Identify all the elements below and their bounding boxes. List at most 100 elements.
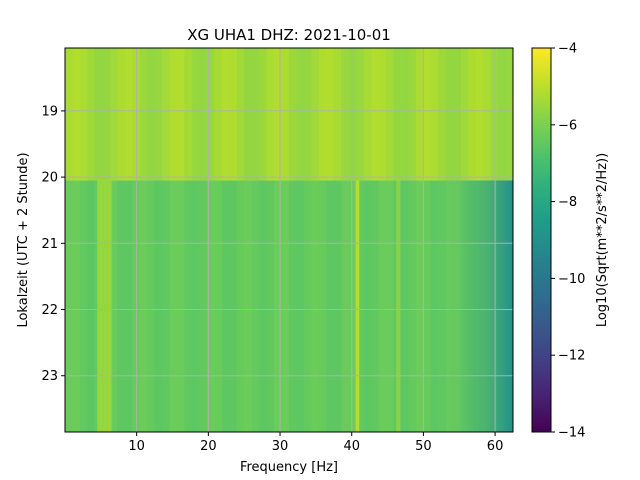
heatmap-cell-1-2 bbox=[79, 180, 88, 432]
heatmap-cell-1-24 bbox=[244, 180, 253, 432]
heatmap-cell-0-24 bbox=[244, 48, 253, 181]
heatmap-cell-0-59 bbox=[505, 48, 513, 181]
heatmap-cell-1-41 bbox=[371, 180, 380, 432]
heatmap-cell-1-14 bbox=[169, 180, 178, 432]
heatmap-cell-0-31 bbox=[296, 48, 305, 181]
x-tick-label-0: 10 bbox=[128, 439, 145, 454]
heatmap-cell-1-16 bbox=[184, 180, 193, 432]
heatmap-cell-1-47 bbox=[415, 180, 424, 432]
heatmap-cell-0-42 bbox=[378, 48, 387, 181]
heatmap-cell-1-18 bbox=[199, 180, 208, 432]
heatmap-cell-0-23 bbox=[236, 48, 245, 181]
heatmap-cell-1-21 bbox=[221, 180, 230, 432]
chart-title: XG UHA1 DHZ: 2021-10-01 bbox=[187, 26, 391, 44]
heatmap-cell-1-10 bbox=[139, 180, 148, 432]
heatmap-cell-0-19 bbox=[206, 48, 215, 181]
heatmap-cell-1-30 bbox=[289, 180, 298, 432]
heatmap-cell-1-40 bbox=[363, 180, 372, 432]
colorbar-tick-label-1: −6 bbox=[558, 118, 577, 133]
heatmap-cell-0-20 bbox=[214, 48, 223, 181]
heatmap-cell-0-26 bbox=[259, 48, 268, 181]
heatmap-cell-0-11 bbox=[147, 48, 156, 181]
heatmap-cell-0-16 bbox=[184, 48, 193, 181]
heatmap-cell-0-6 bbox=[109, 48, 118, 181]
x-tick-label-5: 60 bbox=[487, 439, 504, 454]
x-tick-label-4: 50 bbox=[415, 439, 432, 454]
heatmap-cell-0-15 bbox=[177, 48, 186, 181]
heatmap-cell-1-45 bbox=[401, 180, 410, 432]
heatmap-cell-0-53 bbox=[460, 48, 469, 181]
x-axis-ticks: 10 20 30 40 50 60 bbox=[128, 432, 503, 454]
heatmap-cell-1-22 bbox=[229, 180, 238, 432]
heatmap-cell-0-18 bbox=[199, 48, 208, 181]
heatmap-cell-0-3 bbox=[87, 48, 96, 181]
heatmap-cell-1-34 bbox=[318, 180, 327, 432]
heatmap-cell-0-21 bbox=[221, 48, 230, 181]
heatmap-cell-1-35 bbox=[326, 180, 335, 432]
heatmap-cell-0-13 bbox=[162, 48, 171, 181]
heatmap-cell-1-43 bbox=[386, 180, 395, 432]
x-tick-label-2: 30 bbox=[272, 439, 289, 454]
heatmap-cell-1-38 bbox=[348, 180, 357, 432]
heatmap-cell-1-8 bbox=[124, 180, 133, 432]
heatmap-cell-1-27 bbox=[266, 180, 275, 432]
y-tick-label-2: 21 bbox=[41, 237, 58, 252]
spectral-line-0 bbox=[97, 180, 112, 432]
heatmap-cell-1-1 bbox=[72, 180, 81, 432]
heatmap-cell-0-2 bbox=[79, 48, 88, 181]
heatmap-cell-1-46 bbox=[408, 180, 417, 432]
heatmap-cell-1-13 bbox=[162, 180, 171, 432]
heatmap-cell-0-52 bbox=[453, 48, 462, 181]
heatmap-cell-1-37 bbox=[341, 180, 350, 432]
heatmap-cell-0-17 bbox=[191, 48, 200, 181]
heatmap-cell-0-58 bbox=[498, 48, 507, 181]
colorbar-ticks: −4 −6 −8 −10 −12 −14 bbox=[551, 42, 585, 441]
heatmap-cell-1-31 bbox=[296, 180, 305, 432]
heatmap-cell-1-26 bbox=[259, 180, 268, 432]
heatmap-cell-0-7 bbox=[117, 48, 126, 181]
heatmap-cell-1-17 bbox=[191, 180, 200, 432]
heatmap-cell-0-46 bbox=[408, 48, 417, 181]
spectral-line-1 bbox=[355, 180, 360, 432]
heatmap-cell-1-32 bbox=[303, 180, 312, 432]
heatmap-cell-1-19 bbox=[206, 180, 215, 432]
heatmap-cell-0-22 bbox=[229, 48, 238, 181]
heatmap-cell-0-40 bbox=[363, 48, 372, 181]
plot-frame bbox=[64, 47, 514, 433]
x-axis-label: Frequency [Hz] bbox=[240, 460, 338, 475]
heatmap-cell-1-48 bbox=[423, 180, 432, 432]
heatmap-cell-0-36 bbox=[333, 48, 342, 181]
heatmap-cell-1-36 bbox=[333, 180, 342, 432]
heatmap-cell-0-41 bbox=[371, 48, 380, 181]
heatmap-cell-0-54 bbox=[468, 48, 477, 181]
heatmap-cell-0-38 bbox=[348, 48, 357, 181]
heatmap-cell-1-25 bbox=[251, 180, 260, 432]
heatmap-cell-0-37 bbox=[341, 48, 350, 181]
y-tick-label-0: 19 bbox=[41, 104, 58, 119]
colorbar-tick-label-5: −14 bbox=[558, 426, 585, 441]
heatmap-cell-1-20 bbox=[214, 180, 223, 432]
heatmap-cell-1-49 bbox=[430, 180, 439, 432]
colorbar-tick-label-2: −8 bbox=[558, 195, 577, 210]
heatmap-cell-0-33 bbox=[311, 48, 320, 181]
heatmap-cell-0-10 bbox=[139, 48, 148, 181]
heatmap-cell-0-51 bbox=[445, 48, 454, 181]
spectral-line-2 bbox=[396, 180, 401, 432]
heatmap-cell-0-0 bbox=[65, 48, 74, 181]
grid-lines bbox=[65, 48, 513, 432]
heatmap-cell-1-6 bbox=[109, 180, 118, 432]
colorbar-label: Log10(Sqrt(m**2/s**2/Hz)) bbox=[595, 153, 610, 327]
heatmap-cell-1-39 bbox=[356, 180, 365, 432]
heatmap-cell-0-25 bbox=[251, 48, 260, 181]
heatmap-cell-1-23 bbox=[236, 180, 245, 432]
heatmap-cell-1-3 bbox=[87, 180, 96, 432]
colorbar-tick-label-4: −12 bbox=[558, 349, 585, 364]
heatmap-cell-0-55 bbox=[475, 48, 484, 181]
heatmap-cell-1-29 bbox=[281, 180, 290, 432]
high-frequency-rolloff bbox=[437, 180, 513, 432]
plot-area bbox=[65, 48, 513, 432]
heatmap-cell-1-11 bbox=[147, 180, 156, 432]
colorbar-tick-label-0: −4 bbox=[558, 42, 577, 57]
y-axis-ticks: 19 20 21 22 23 bbox=[41, 104, 65, 384]
heatmap-cell-0-43 bbox=[386, 48, 395, 181]
